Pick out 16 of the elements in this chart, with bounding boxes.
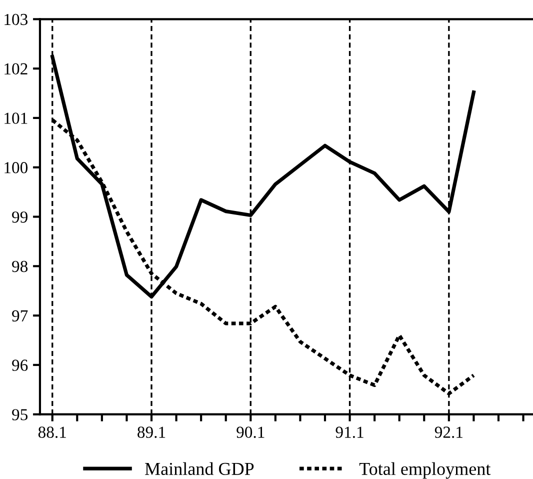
y-tick-label: 99: [12, 211, 28, 223]
x-tick-label: 92.1: [434, 426, 463, 438]
x-tick-label: 88.1: [38, 426, 66, 438]
legend-label: Mainland GDP: [145, 462, 254, 476]
x-tick-label: 89.1: [138, 426, 166, 438]
x-tick-label: 91.1: [336, 426, 364, 438]
y-tick-label: 100: [4, 162, 28, 174]
y-tick-label: 96: [12, 360, 28, 371]
x-tick-label: 90.1: [236, 426, 264, 438]
legend-label: Total employment: [359, 462, 491, 479]
y-tick-label: 103: [4, 14, 28, 26]
y-tick-label: 102: [4, 63, 28, 75]
y-tick-label: 98: [12, 260, 28, 272]
y-tick-label: 101: [4, 112, 28, 124]
y-tick-label: 97: [12, 310, 28, 322]
y-tick-label: 95: [12, 409, 28, 420]
